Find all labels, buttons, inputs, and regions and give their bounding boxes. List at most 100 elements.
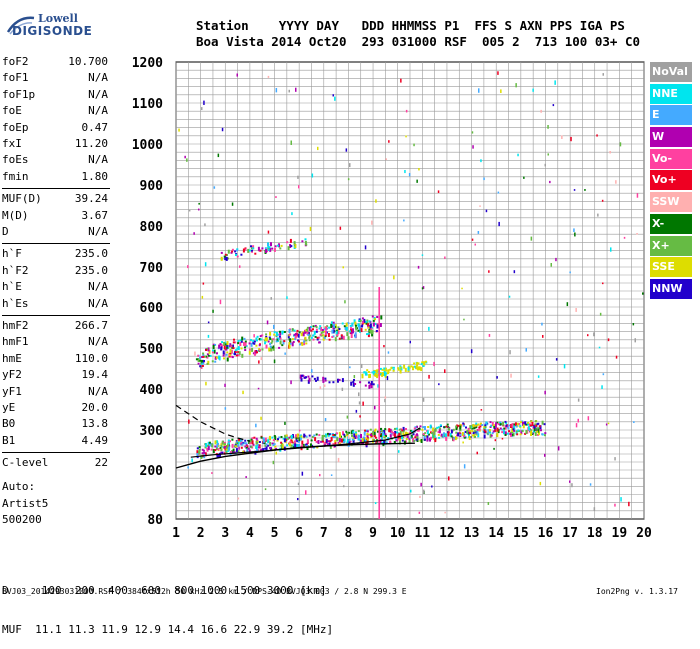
echo-point <box>275 340 278 343</box>
echo-point <box>265 335 268 338</box>
echo-point <box>434 427 437 432</box>
noise-point <box>405 135 407 138</box>
echo-point <box>322 376 325 381</box>
echo-point <box>432 427 435 432</box>
echo-point <box>291 329 294 332</box>
echo-point <box>248 249 251 252</box>
echo-point <box>218 344 221 349</box>
echo-point <box>426 437 429 442</box>
noise-point <box>614 457 616 461</box>
legend-item-nne: NNE <box>650 83 692 104</box>
echo-point <box>325 326 328 331</box>
echo-point <box>282 330 284 333</box>
echo-point <box>499 422 502 424</box>
echo-point <box>379 367 382 370</box>
param-value: 266.7 <box>74 319 108 332</box>
echo-point <box>475 422 478 425</box>
echo-point <box>488 429 491 433</box>
echo-point <box>219 343 222 346</box>
echo-point <box>517 423 520 425</box>
echo-point <box>417 429 420 432</box>
noise-point <box>362 401 364 406</box>
echo-point <box>343 441 345 443</box>
noise-point <box>614 503 616 507</box>
echo-point <box>244 349 247 351</box>
echo-point <box>541 433 544 436</box>
echo-point <box>278 330 281 333</box>
echo-point <box>239 342 242 347</box>
echo-point <box>381 374 384 376</box>
echo-point <box>398 428 401 431</box>
echo-point <box>208 443 211 446</box>
noise-point <box>620 497 622 502</box>
echo-point <box>237 351 240 354</box>
echo-point <box>383 430 386 434</box>
echo-point <box>255 344 258 347</box>
echo-point <box>285 438 288 441</box>
echo-point <box>225 256 228 261</box>
echo-point <box>289 238 292 243</box>
noise-point <box>188 419 190 424</box>
echo-point <box>321 329 324 331</box>
noise-point <box>342 266 344 269</box>
noise-point <box>267 75 270 78</box>
echo-point <box>412 431 415 434</box>
echo-point <box>530 420 533 423</box>
noise-point <box>488 334 491 337</box>
echo-point <box>505 424 508 427</box>
echo-point <box>351 434 353 437</box>
echo-point <box>286 444 289 447</box>
echo-point <box>267 439 270 444</box>
echo-point <box>519 425 522 428</box>
echo-point <box>357 430 360 433</box>
echo-point <box>262 437 265 440</box>
echo-point <box>458 432 461 435</box>
param-value: 1.80 <box>81 169 109 183</box>
echo-point <box>409 429 412 432</box>
noise-point <box>266 320 269 325</box>
param-value: N/A <box>88 71 108 85</box>
param-key: MUF(D) <box>2 192 42 206</box>
echo-point <box>285 434 288 437</box>
y-tick-label: 1000 <box>132 138 163 153</box>
noise-point <box>471 131 474 134</box>
echo-point <box>223 345 226 350</box>
echo-point <box>244 342 247 347</box>
echo-point <box>397 368 400 371</box>
param-key: foEp <box>2 120 29 134</box>
x-tick-label: 13 <box>464 526 480 541</box>
noise-point <box>377 384 379 388</box>
echo-point <box>376 316 379 318</box>
echo-point <box>262 448 265 453</box>
echo-point <box>240 441 243 444</box>
echo-point <box>235 448 238 453</box>
echo-point <box>367 371 370 373</box>
noise-point <box>201 295 204 299</box>
echo-point <box>332 327 335 330</box>
noise-point <box>355 409 358 413</box>
echo-point <box>429 437 431 442</box>
param-key: C-level <box>2 456 49 470</box>
echo-point <box>416 425 418 428</box>
echo-point <box>201 356 204 358</box>
echo-point <box>455 426 458 431</box>
echo-point <box>205 443 208 448</box>
echo-point <box>437 431 440 433</box>
echo-point <box>534 432 537 436</box>
echo-point <box>268 348 271 351</box>
echo-point <box>428 433 430 436</box>
echo-point <box>328 338 331 341</box>
echo-point <box>227 257 229 260</box>
echo-point <box>459 433 462 436</box>
echo-point <box>309 326 312 328</box>
echo-point <box>487 429 490 434</box>
echo-point <box>370 384 373 389</box>
echo-point <box>244 439 247 442</box>
echo-point <box>290 439 293 442</box>
echo-point <box>208 349 211 354</box>
echo-point <box>357 442 360 445</box>
echo-point <box>374 372 377 377</box>
echo-point <box>383 367 386 370</box>
noise-point <box>593 332 595 337</box>
noise-point <box>480 409 483 411</box>
